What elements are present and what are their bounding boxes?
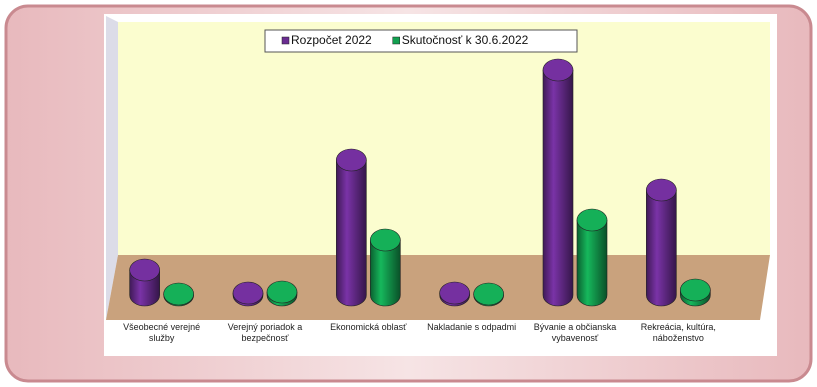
x-tick-label: Všeobecné verejné služby [123, 322, 201, 343]
cylinder [542, 58, 574, 307]
legend-label: Skutočnosť k 30.6.2022 [402, 33, 529, 47]
cylinder-top [680, 278, 711, 302]
cylinder [370, 228, 401, 307]
x-tick-label: Rekreácia, kultúra, náboženstvo [640, 322, 716, 343]
x-tick-label: Bývanie a občianska vybavenosť [533, 322, 617, 343]
cylinder-body [542, 69, 574, 307]
cylinder-top [129, 258, 160, 282]
x-tick-label: Verejný poriadok a bezpečnosť [227, 322, 303, 343]
legend-swatch [281, 36, 290, 45]
cylinder-body [576, 219, 608, 307]
cylinder-top [370, 228, 401, 252]
cylinder-top [163, 282, 194, 306]
cylinder-top [266, 280, 298, 304]
legend-swatch [392, 36, 400, 45]
legend [264, 29, 578, 53]
legend-label: Rozpočet 2022 [291, 33, 372, 47]
cylinder-body [336, 159, 367, 307]
cylinder-top [576, 208, 608, 232]
cylinder [266, 280, 298, 307]
cylinder-top [336, 148, 367, 172]
x-tick-label: Nakladanie s odpadmi [427, 322, 517, 332]
cylinder-top [473, 282, 504, 306]
cylinder [646, 178, 677, 307]
cylinder-top [542, 58, 574, 82]
cylinder [680, 278, 711, 307]
cylinder [439, 281, 470, 307]
cylinder [232, 281, 264, 307]
cylinder [129, 258, 160, 307]
cylinder [576, 208, 608, 307]
cylinder [163, 282, 194, 307]
cylinder [473, 282, 504, 307]
side-wall [106, 16, 118, 320]
cylinder [336, 148, 367, 307]
cylinder-top [439, 281, 470, 305]
cylinder-body [370, 239, 401, 307]
cylinder-top [232, 281, 264, 305]
x-tick-label: Ekonomická oblasť [330, 322, 407, 332]
cylinder-top [646, 178, 677, 202]
cylinder-body [646, 189, 677, 307]
